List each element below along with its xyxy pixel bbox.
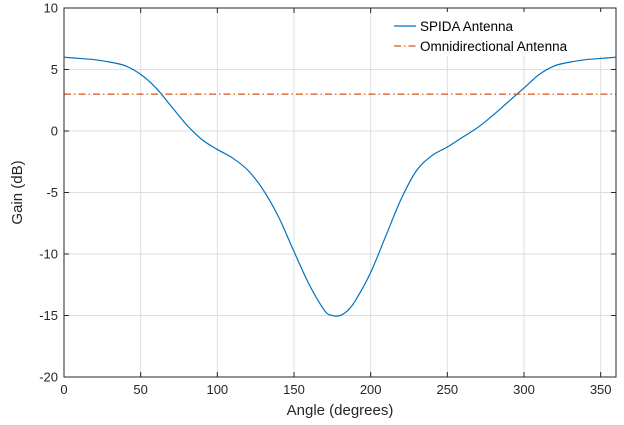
x-tick-label: 200 xyxy=(360,382,382,397)
y-tick-label: -15 xyxy=(39,308,58,323)
x-tick-label: 250 xyxy=(436,382,458,397)
x-tick-label: 350 xyxy=(590,382,612,397)
x-tick-label: 50 xyxy=(133,382,147,397)
legend-label-omni: Omnidirectional Antenna xyxy=(420,39,568,54)
x-tick-label: 0 xyxy=(60,382,67,397)
y-tick-label: -10 xyxy=(39,247,58,262)
grid xyxy=(64,8,616,377)
y-tick-label: -5 xyxy=(46,185,58,200)
x-tick-label: 150 xyxy=(283,382,305,397)
y-tick-label: -20 xyxy=(39,370,58,385)
y-axis-label: Gain (dB) xyxy=(9,160,26,224)
x-tick-label: 300 xyxy=(513,382,535,397)
legend: SPIDA Antenna Omnidirectional Antenna xyxy=(386,12,610,56)
y-tick-label: 10 xyxy=(44,1,58,16)
legend-box xyxy=(386,12,610,56)
legend-label-spida: SPIDA Antenna xyxy=(420,19,514,34)
x-tick-label: 100 xyxy=(206,382,228,397)
series-line-spida xyxy=(63,56,617,317)
y-tick-label: 0 xyxy=(51,124,58,139)
y-tick-label: 5 xyxy=(51,62,58,77)
plot-series xyxy=(63,56,617,317)
axis-ticks: 0 50 100 150 200 250 300 350 -20 -15 -10 -5 0 5 10 xyxy=(39,1,616,397)
x-axis-label: Angle (degrees) xyxy=(287,402,394,419)
